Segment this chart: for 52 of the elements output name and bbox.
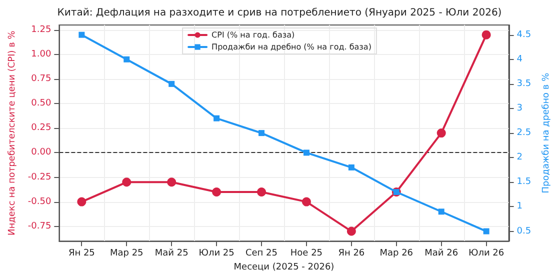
point [303, 150, 310, 156]
y-tick-label: -0.25 [28, 172, 52, 182]
y2-tick-label: 2 [516, 152, 523, 163]
x-tick-label: Сеп 25 [245, 248, 278, 259]
point [214, 115, 220, 122]
y2-tick-label: 1 [516, 202, 523, 212]
legend-label: CPI (% на год. база) [212, 30, 295, 40]
x-tick-label: Ное 25 [290, 248, 323, 259]
point [78, 32, 85, 38]
y2-tick-label: 4.5 [516, 30, 532, 40]
y2-tick-label: 3 [516, 103, 523, 114]
point [167, 178, 176, 187]
x-axis-title: Месеци (2025 - 2026) [234, 262, 334, 272]
point [212, 187, 222, 196]
chart-title: Китай: Дефлация на разходите и срив на потреблението (Януари 2025 - Юли 2026) [57, 8, 502, 18]
point [257, 187, 266, 196]
x-tick-label: Мар 26 [380, 248, 414, 259]
y2-tick-label: 1.5 [516, 177, 532, 188]
point [77, 197, 86, 206]
y2-tick-label: 4 [516, 54, 523, 64]
point [302, 197, 311, 206]
y-tick-label: 1.00 [31, 49, 52, 60]
point [124, 56, 130, 62]
legend-label: Продажби на дребно (% на год. база) [212, 42, 372, 52]
x-tick-label: Ян 26 [338, 248, 365, 259]
y2-tick-label: 2.5 [516, 128, 532, 138]
y-tick-label: 1.25 [31, 24, 52, 35]
point [438, 208, 444, 215]
y-tick-label: 0.75 [31, 74, 52, 84]
x-tick-label: Ян 25 [68, 248, 95, 259]
x-tick-label: Май 26 [424, 248, 458, 259]
x-tick-label: Юли 26 [468, 248, 504, 259]
y-tick-label: -0.50 [28, 196, 52, 207]
y-tick-label: 0.50 [31, 98, 52, 109]
y2-tick-label: 0.5 [516, 226, 532, 236]
y2-axis-title: Продажби на дребно в % [542, 72, 552, 194]
y-tick-label: -0.75 [28, 221, 52, 232]
x-tick-label: Мар 25 [110, 248, 144, 259]
point [436, 128, 446, 138]
y-tick-label: 0.25 [31, 123, 52, 134]
point [168, 80, 175, 87]
x-tick-label: Май 25 [154, 248, 188, 259]
point [482, 30, 491, 40]
y-tick-label: 0.00 [31, 148, 52, 158]
x-tick-label: Юли 25 [198, 248, 234, 259]
y-axis-title: Индекс на потребителските цени (CPI) в % [8, 30, 18, 236]
point [483, 228, 490, 234]
y2-tick-label: 3.5 [516, 78, 532, 89]
point [348, 164, 354, 170]
point [258, 130, 265, 136]
point [122, 178, 132, 187]
point [346, 226, 356, 236]
